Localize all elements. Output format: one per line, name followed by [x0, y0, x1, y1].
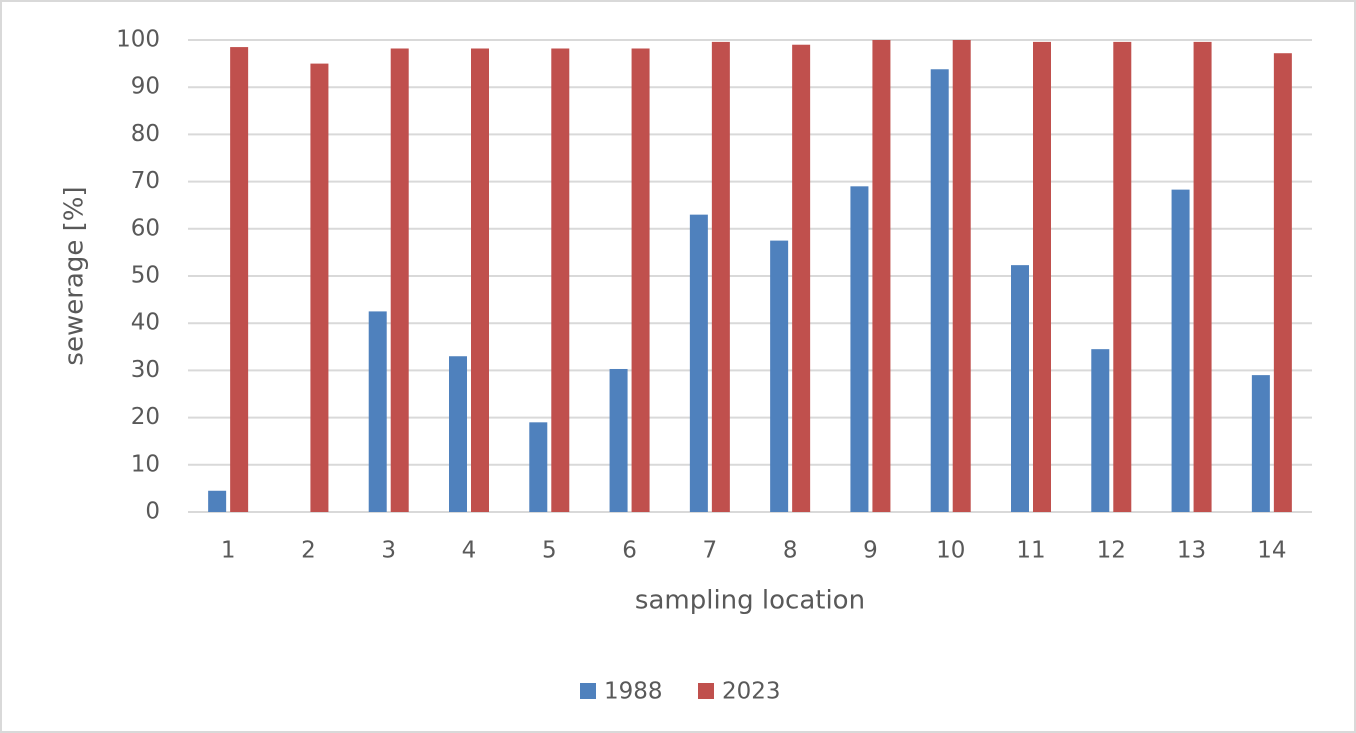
legend-label: 2023 — [722, 679, 781, 705]
bar — [1171, 189, 1190, 512]
x-tick-label: 12 — [1097, 538, 1126, 564]
x-tick-label: 9 — [863, 538, 878, 564]
bar — [310, 63, 329, 512]
bar — [872, 40, 891, 512]
bar — [1033, 41, 1051, 512]
bar — [1011, 265, 1029, 512]
x-tick-label: 2 — [301, 538, 316, 564]
y-tick-label: 60 — [131, 215, 160, 241]
bar — [930, 69, 949, 512]
x-tick-label: 11 — [1016, 538, 1045, 564]
y-tick-label: 30 — [131, 357, 160, 383]
x-axis-title: sampling location — [635, 586, 865, 616]
y-tick-label: 100 — [116, 27, 160, 53]
bar — [711, 41, 730, 512]
bar — [631, 48, 650, 512]
y-tick-label: 10 — [131, 451, 160, 477]
bar — [952, 40, 971, 512]
bar — [792, 44, 811, 512]
y-axis-title: sewerage [%] — [60, 186, 90, 365]
bar — [551, 48, 570, 512]
y-tick-label: 90 — [131, 74, 160, 100]
x-tick-label: 10 — [936, 538, 965, 564]
bar — [1091, 349, 1110, 512]
bar — [1251, 375, 1270, 512]
x-tick-label: 6 — [622, 538, 637, 564]
bar — [230, 47, 249, 513]
bar — [1273, 53, 1292, 512]
bar — [770, 240, 789, 512]
x-tick-label: 14 — [1257, 538, 1286, 564]
y-tick-label: 20 — [131, 404, 160, 430]
bar — [449, 356, 467, 512]
x-tick-label: 5 — [542, 538, 557, 564]
legend-swatch — [580, 683, 596, 699]
legend-label: 1988 — [604, 679, 663, 705]
bar — [1193, 41, 1212, 512]
legend-swatch — [698, 683, 714, 699]
y-tick-label: 50 — [131, 263, 160, 289]
bar — [208, 490, 227, 512]
bar — [368, 311, 387, 512]
y-tick-label: 40 — [131, 310, 160, 336]
bar — [529, 422, 548, 512]
x-tick-label: 7 — [703, 538, 718, 564]
bar — [471, 48, 489, 512]
x-tick-label: 4 — [462, 538, 477, 564]
bar — [609, 368, 628, 512]
x-tick-label: 3 — [381, 538, 396, 564]
bar — [689, 214, 708, 512]
y-tick-label: 70 — [131, 168, 160, 194]
x-tick-label: 8 — [783, 538, 798, 564]
y-tick-label: 0 — [145, 499, 160, 525]
x-tick-label: 1 — [221, 538, 236, 564]
y-tick-label: 80 — [131, 121, 160, 147]
bar — [390, 48, 409, 512]
bar — [850, 186, 869, 512]
x-tick-label: 13 — [1177, 538, 1206, 564]
bar — [1113, 41, 1132, 512]
